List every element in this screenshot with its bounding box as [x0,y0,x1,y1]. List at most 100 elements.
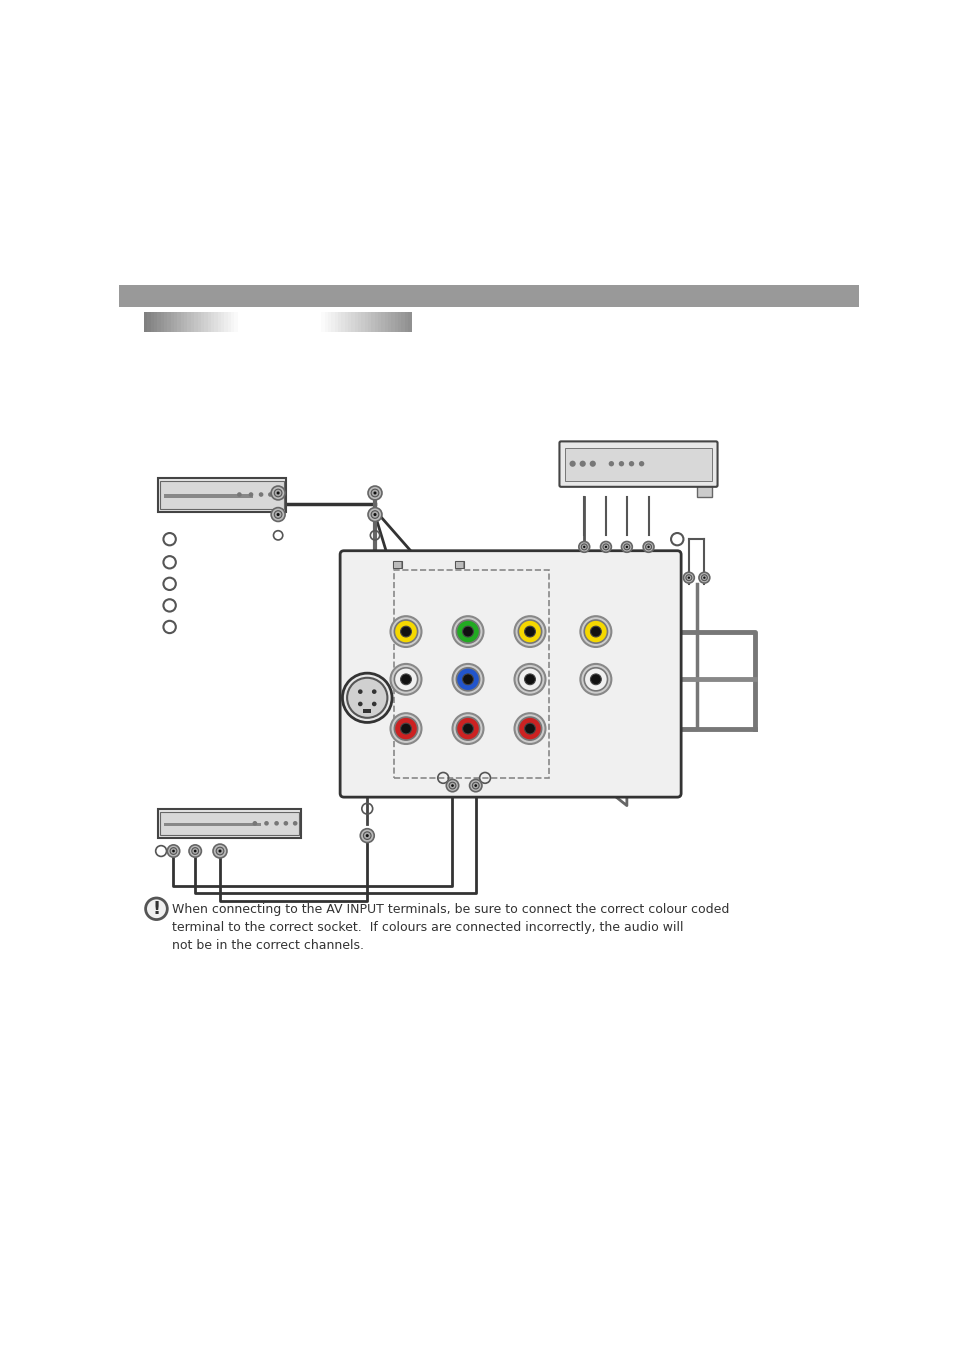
Circle shape [524,626,535,637]
Bar [254,312,258,332]
Circle shape [699,572,709,583]
Bar [204,312,208,332]
Circle shape [446,780,458,792]
Bar [119,285,858,306]
Circle shape [608,461,614,467]
Circle shape [474,784,476,786]
Circle shape [452,714,483,745]
Circle shape [347,677,387,718]
Circle shape [213,844,227,858]
Bar [268,312,272,332]
Bar [158,808,301,838]
Circle shape [590,626,600,637]
Circle shape [271,486,285,500]
Bar [147,312,151,332]
Bar [234,312,237,332]
Bar [363,708,371,714]
Circle shape [449,782,456,789]
Circle shape [400,723,411,734]
Circle shape [462,723,473,734]
FancyBboxPatch shape [340,550,680,797]
Text: !: ! [152,900,160,917]
Bar [164,312,168,332]
Circle shape [462,674,473,685]
Circle shape [639,461,643,467]
Circle shape [274,511,282,518]
Circle shape [524,674,535,685]
Circle shape [628,461,634,467]
Bar [344,312,348,332]
Bar [277,312,281,332]
Circle shape [218,850,221,853]
Circle shape [371,511,378,518]
Bar [564,448,711,480]
Circle shape [579,664,611,695]
Circle shape [271,507,285,522]
Bar [294,312,298,332]
Circle shape [682,572,694,583]
Text: When connecting to the AV INPUT terminals, be sure to connect the correct colour: When connecting to the AV INPUT terminal… [172,904,728,952]
Circle shape [469,780,481,792]
Bar [368,312,372,332]
Circle shape [524,723,535,734]
Bar [208,312,211,332]
Circle shape [394,718,417,741]
Bar [377,312,381,332]
Circle shape [642,541,654,552]
Circle shape [517,718,541,741]
Bar [281,312,285,332]
Circle shape [620,541,632,552]
Circle shape [394,668,417,691]
Bar [151,312,154,332]
Bar [308,312,312,332]
Bar [181,312,184,332]
Bar [404,312,408,332]
Bar [251,312,254,332]
Circle shape [625,546,627,548]
Bar [355,312,358,332]
Circle shape [365,834,369,838]
Circle shape [390,664,421,695]
Bar [154,312,157,332]
Bar [271,312,274,332]
Circle shape [514,616,545,648]
Bar [217,312,221,332]
Circle shape [602,544,608,550]
Bar [401,312,405,332]
Circle shape [372,701,376,707]
Bar [364,312,368,332]
Circle shape [569,460,575,467]
Bar [161,312,164,332]
Circle shape [647,546,649,548]
Circle shape [599,541,611,552]
Bar [211,312,214,332]
Circle shape [514,664,545,695]
Bar [221,312,224,332]
Circle shape [456,621,479,643]
Circle shape [146,898,167,920]
Bar [157,312,161,332]
Circle shape [618,461,623,467]
Bar [375,312,378,332]
Bar [394,563,400,568]
Circle shape [373,491,376,495]
Circle shape [390,714,421,745]
Circle shape [167,844,179,857]
Circle shape [363,832,371,839]
Bar [317,312,321,332]
Bar [184,312,188,332]
Bar [241,312,245,332]
Circle shape [357,701,362,707]
Bar [188,312,191,332]
Bar [395,312,398,332]
Bar [696,483,711,496]
Circle shape [368,507,381,522]
Bar [394,571,549,778]
Bar [311,312,314,332]
Bar [301,312,305,332]
Circle shape [283,822,288,826]
Circle shape [517,668,541,691]
Circle shape [274,490,282,496]
Bar [388,312,392,332]
Bar [371,312,375,332]
